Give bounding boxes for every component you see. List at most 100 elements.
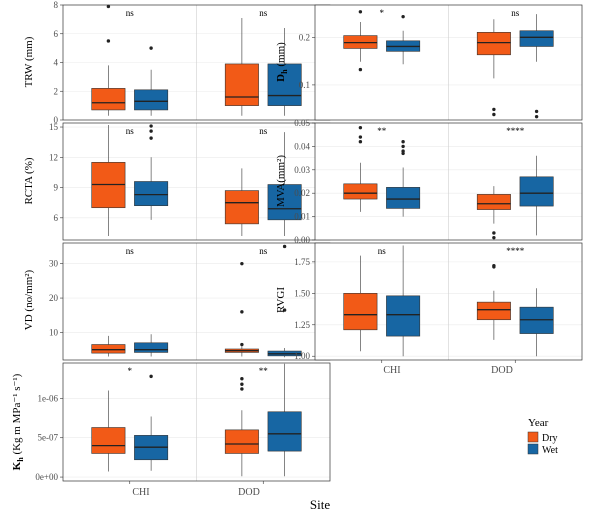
panel-border (314, 122, 583, 241)
x-axis-labels: CHI DOD CHI DOD Site (132, 365, 512, 512)
y-axis-label: TRW (mm) (23, 36, 35, 87)
y-tick-label: 1.00 (294, 351, 310, 361)
box-chi-wet (386, 245, 421, 357)
panel-trw: 0 2 4 6 8 ns ns TRW (mm) (23, 0, 331, 125)
significance-label: ns (126, 246, 135, 256)
panel-border (62, 362, 331, 482)
y-tick-label: 0.1 (299, 80, 310, 90)
significance-label: ns (259, 8, 268, 18)
outlier-point (149, 136, 153, 140)
box-iqr (519, 30, 554, 47)
box-dod-wet (267, 244, 302, 358)
y-tick-label: 20 (49, 293, 59, 303)
outlier-point (149, 46, 153, 50)
box-iqr (91, 427, 126, 454)
y-tick-label: 0.03 (294, 165, 310, 175)
panel-vd: 10 20 30 ns ns VD (no/mm²) (23, 242, 331, 361)
box-iqr (91, 344, 126, 354)
significance-label: ns (378, 246, 387, 256)
box-chi-wet (134, 334, 169, 357)
box-chi-wet (386, 14, 421, 65)
outlier-point (106, 39, 111, 43)
box-dod-wet (519, 288, 554, 357)
box-iqr (224, 429, 259, 454)
box-dod-dry (224, 168, 259, 236)
box-dod-dry (476, 263, 511, 340)
box-chi-wet (386, 140, 421, 217)
y-tick-label: 0.2 (299, 32, 310, 42)
y-axis-label: RVGI (275, 287, 287, 313)
box-chi-dry (343, 255, 378, 352)
panel-mva: 0.000.010.020.030.040.05** ****MVA(mm²) (275, 118, 583, 245)
panel-dh: 0.1 0.2 * ns Dh (mm) (275, 4, 583, 121)
outlier-point (358, 67, 363, 72)
significance-label: ** (377, 126, 387, 136)
box-iqr (91, 88, 126, 111)
outlier-point (492, 107, 496, 112)
panel-border (314, 4, 583, 121)
box-dod-dry (476, 19, 511, 117)
outlier-point (401, 149, 405, 153)
outlier-point (240, 310, 244, 314)
x-tick-chi-left: CHI (132, 487, 149, 498)
box-iqr (476, 194, 511, 210)
y-tick-label: 8 (54, 0, 59, 10)
box-iqr (343, 293, 378, 331)
box-chi-dry (343, 125, 378, 212)
outlier-point (240, 387, 244, 391)
y-tick-label: 1e-06 (38, 393, 59, 403)
box-iqr (386, 295, 421, 337)
outlier-point (358, 140, 363, 144)
y-tick-label: 1.50 (294, 288, 310, 298)
box-iqr (519, 176, 554, 207)
box-dod-dry (224, 377, 259, 477)
box-iqr (134, 89, 169, 111)
outlier-point (401, 140, 405, 144)
significance-label: ns (511, 8, 520, 18)
outlier-point (401, 144, 405, 149)
box-dod-wet (267, 28, 302, 116)
y-tick-label: 9 (54, 183, 59, 193)
significance-label: ns (259, 246, 268, 256)
legend-swatch-dry (527, 431, 539, 443)
y-axis-label: Dh (mm) (275, 42, 289, 82)
legend-title: Year (528, 417, 549, 429)
y-tick-label: 0.05 (294, 118, 310, 128)
box-iqr (224, 190, 259, 225)
y-axis-label: Kh (Kg m MPa⁻¹ s⁻¹) (11, 373, 25, 470)
box-dod-dry (476, 186, 511, 240)
box-iqr (224, 63, 259, 106)
outlier-point (149, 124, 153, 128)
legend: Year Dry Wet (527, 417, 558, 456)
outlier-point (149, 129, 153, 133)
outlier-point (534, 114, 539, 119)
box-dod-wet (519, 14, 554, 119)
box-dod-dry (224, 17, 259, 116)
y-tick-label: 0.04 (294, 141, 310, 151)
significance-label: ns (126, 126, 135, 136)
box-iqr (386, 187, 421, 209)
box-chi-dry (91, 390, 126, 472)
legend-label-dry: Dry (542, 433, 558, 444)
y-tick-label: 0.01 (294, 212, 310, 222)
y-tick-label: 5e-07 (38, 433, 59, 443)
outlier-point (492, 231, 496, 235)
y-axis-label: MVA(mm²) (275, 155, 287, 207)
panel-rcta: 6 9 12 15 ns ns RCTA (%) (23, 122, 331, 241)
box-chi-dry (91, 125, 126, 236)
box-iqr (343, 183, 378, 200)
panels-layer: 0 2 4 6 8 ns ns TRW (mm) 0.1 0.2 * ns Dh (mm) 6 9 12 15 n… (11, 0, 583, 484)
x-tick-chi-right: CHI (383, 365, 400, 376)
y-tick-label: 15 (49, 122, 59, 132)
outlier-point (358, 135, 363, 139)
box-chi-wet (134, 374, 169, 471)
box-iqr (134, 181, 169, 207)
legend-swatch-wet (527, 443, 539, 455)
box-dod-wet (519, 155, 554, 236)
significance-label: ns (259, 126, 268, 136)
outlier-point (492, 263, 496, 268)
box-iqr (267, 411, 302, 452)
y-axis-label: VD (no/mm²) (23, 269, 35, 330)
